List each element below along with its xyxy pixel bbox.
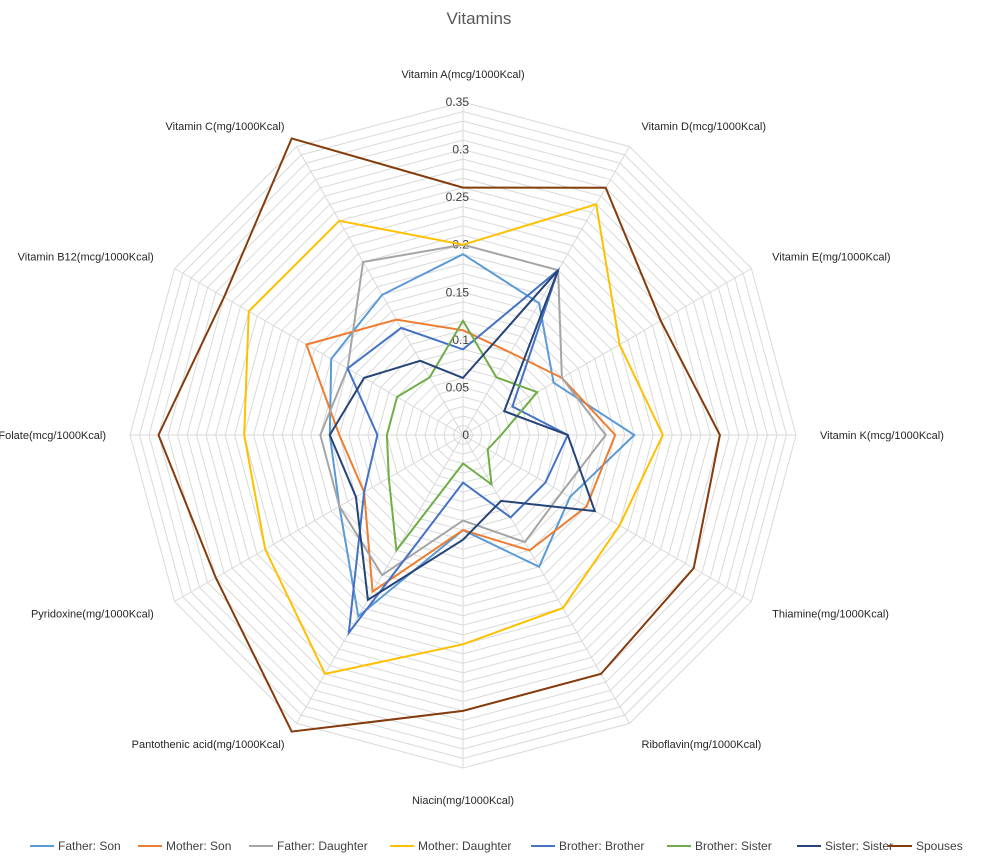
- series-mother-son: [305, 318, 617, 594]
- legend-label: Brother: Brother: [559, 839, 644, 853]
- category-label: Pyridoxine(mg/1000Kcal): [31, 609, 154, 621]
- series-mother-daughter: [243, 203, 664, 676]
- category-label: Niacin(mg/1000Kcal): [412, 795, 514, 807]
- tick-label: 0.35: [446, 95, 470, 109]
- legend-item: Mother: Daughter: [390, 839, 511, 853]
- axis-spoke: [462, 268, 752, 436]
- series-brother-brother: [346, 267, 570, 637]
- axis-labels: Vitamin A(mcg/1000Kcal) Vitamin D(mcg/100…: [0, 69, 944, 807]
- legend-item: Spouses: [888, 839, 963, 853]
- axis-spoke: [462, 146, 630, 436]
- legend-label: Father: Daughter: [277, 839, 368, 853]
- category-label: Thiamine(mg/1000Kcal): [772, 609, 889, 621]
- series-brother-sister: [385, 318, 539, 554]
- tick-label: 0.1: [452, 333, 469, 347]
- tick-label: 0.25: [446, 190, 470, 204]
- legend-item: Brother: Sister: [667, 839, 772, 853]
- legend-item: Father: Daughter: [249, 839, 368, 853]
- category-label: Vitamin B12(mcg/1000Kcal): [18, 252, 154, 264]
- series-spouses: [157, 137, 721, 733]
- radial-tick-labels: 00.050.10.150.20.250.30.35: [446, 95, 470, 442]
- category-label: Vitamin C(mg/1000Kcal): [165, 121, 284, 133]
- series-lines: [157, 137, 721, 733]
- legend-label: Father: Son: [58, 839, 121, 853]
- axis-spoke: [462, 434, 752, 602]
- chart-title: Vitamins: [447, 9, 512, 28]
- category-label: Vitamin K(mcg/1000Kcal): [820, 430, 944, 442]
- category-label: Folate(mcg/1000Kcal): [0, 430, 106, 442]
- series-sister-sister: [328, 269, 597, 602]
- legend-label: Brother: Sister: [695, 839, 772, 853]
- legend-item: Brother: Brother: [531, 839, 644, 853]
- category-label: Pantothenic acid(mg/1000Kcal): [132, 739, 285, 751]
- axis-spoke: [296, 146, 464, 436]
- tick-label: 0.3: [452, 143, 469, 157]
- legend-label: Mother: Son: [166, 839, 231, 853]
- tick-label: 0.05: [446, 380, 470, 394]
- axis-spoke: [296, 434, 464, 724]
- legend-label: Sister: Sister: [825, 839, 893, 853]
- axis-spoke: [174, 434, 464, 602]
- legend-label: Mother: Daughter: [418, 839, 511, 853]
- legend-item: Sister: Sister: [797, 839, 893, 853]
- tick-label: 0: [462, 428, 469, 442]
- category-label: Vitamin E(mg/1000Kcal): [772, 252, 890, 264]
- legend-item: Father: Son: [30, 839, 121, 853]
- legend: Father: Son Mother: Son Father: Daughter Mo…: [30, 839, 963, 853]
- legend-item: Mother: Son: [138, 839, 231, 853]
- legend-label: Spouses: [916, 839, 963, 853]
- category-label: Vitamin A(mcg/1000Kcal): [401, 69, 524, 81]
- category-label: Vitamin D(mcg/1000Kcal): [642, 121, 767, 133]
- category-label: Riboflavin(mg/1000Kcal): [642, 739, 762, 751]
- tick-label: 0.15: [446, 285, 470, 299]
- axis-spoke: [174, 268, 464, 436]
